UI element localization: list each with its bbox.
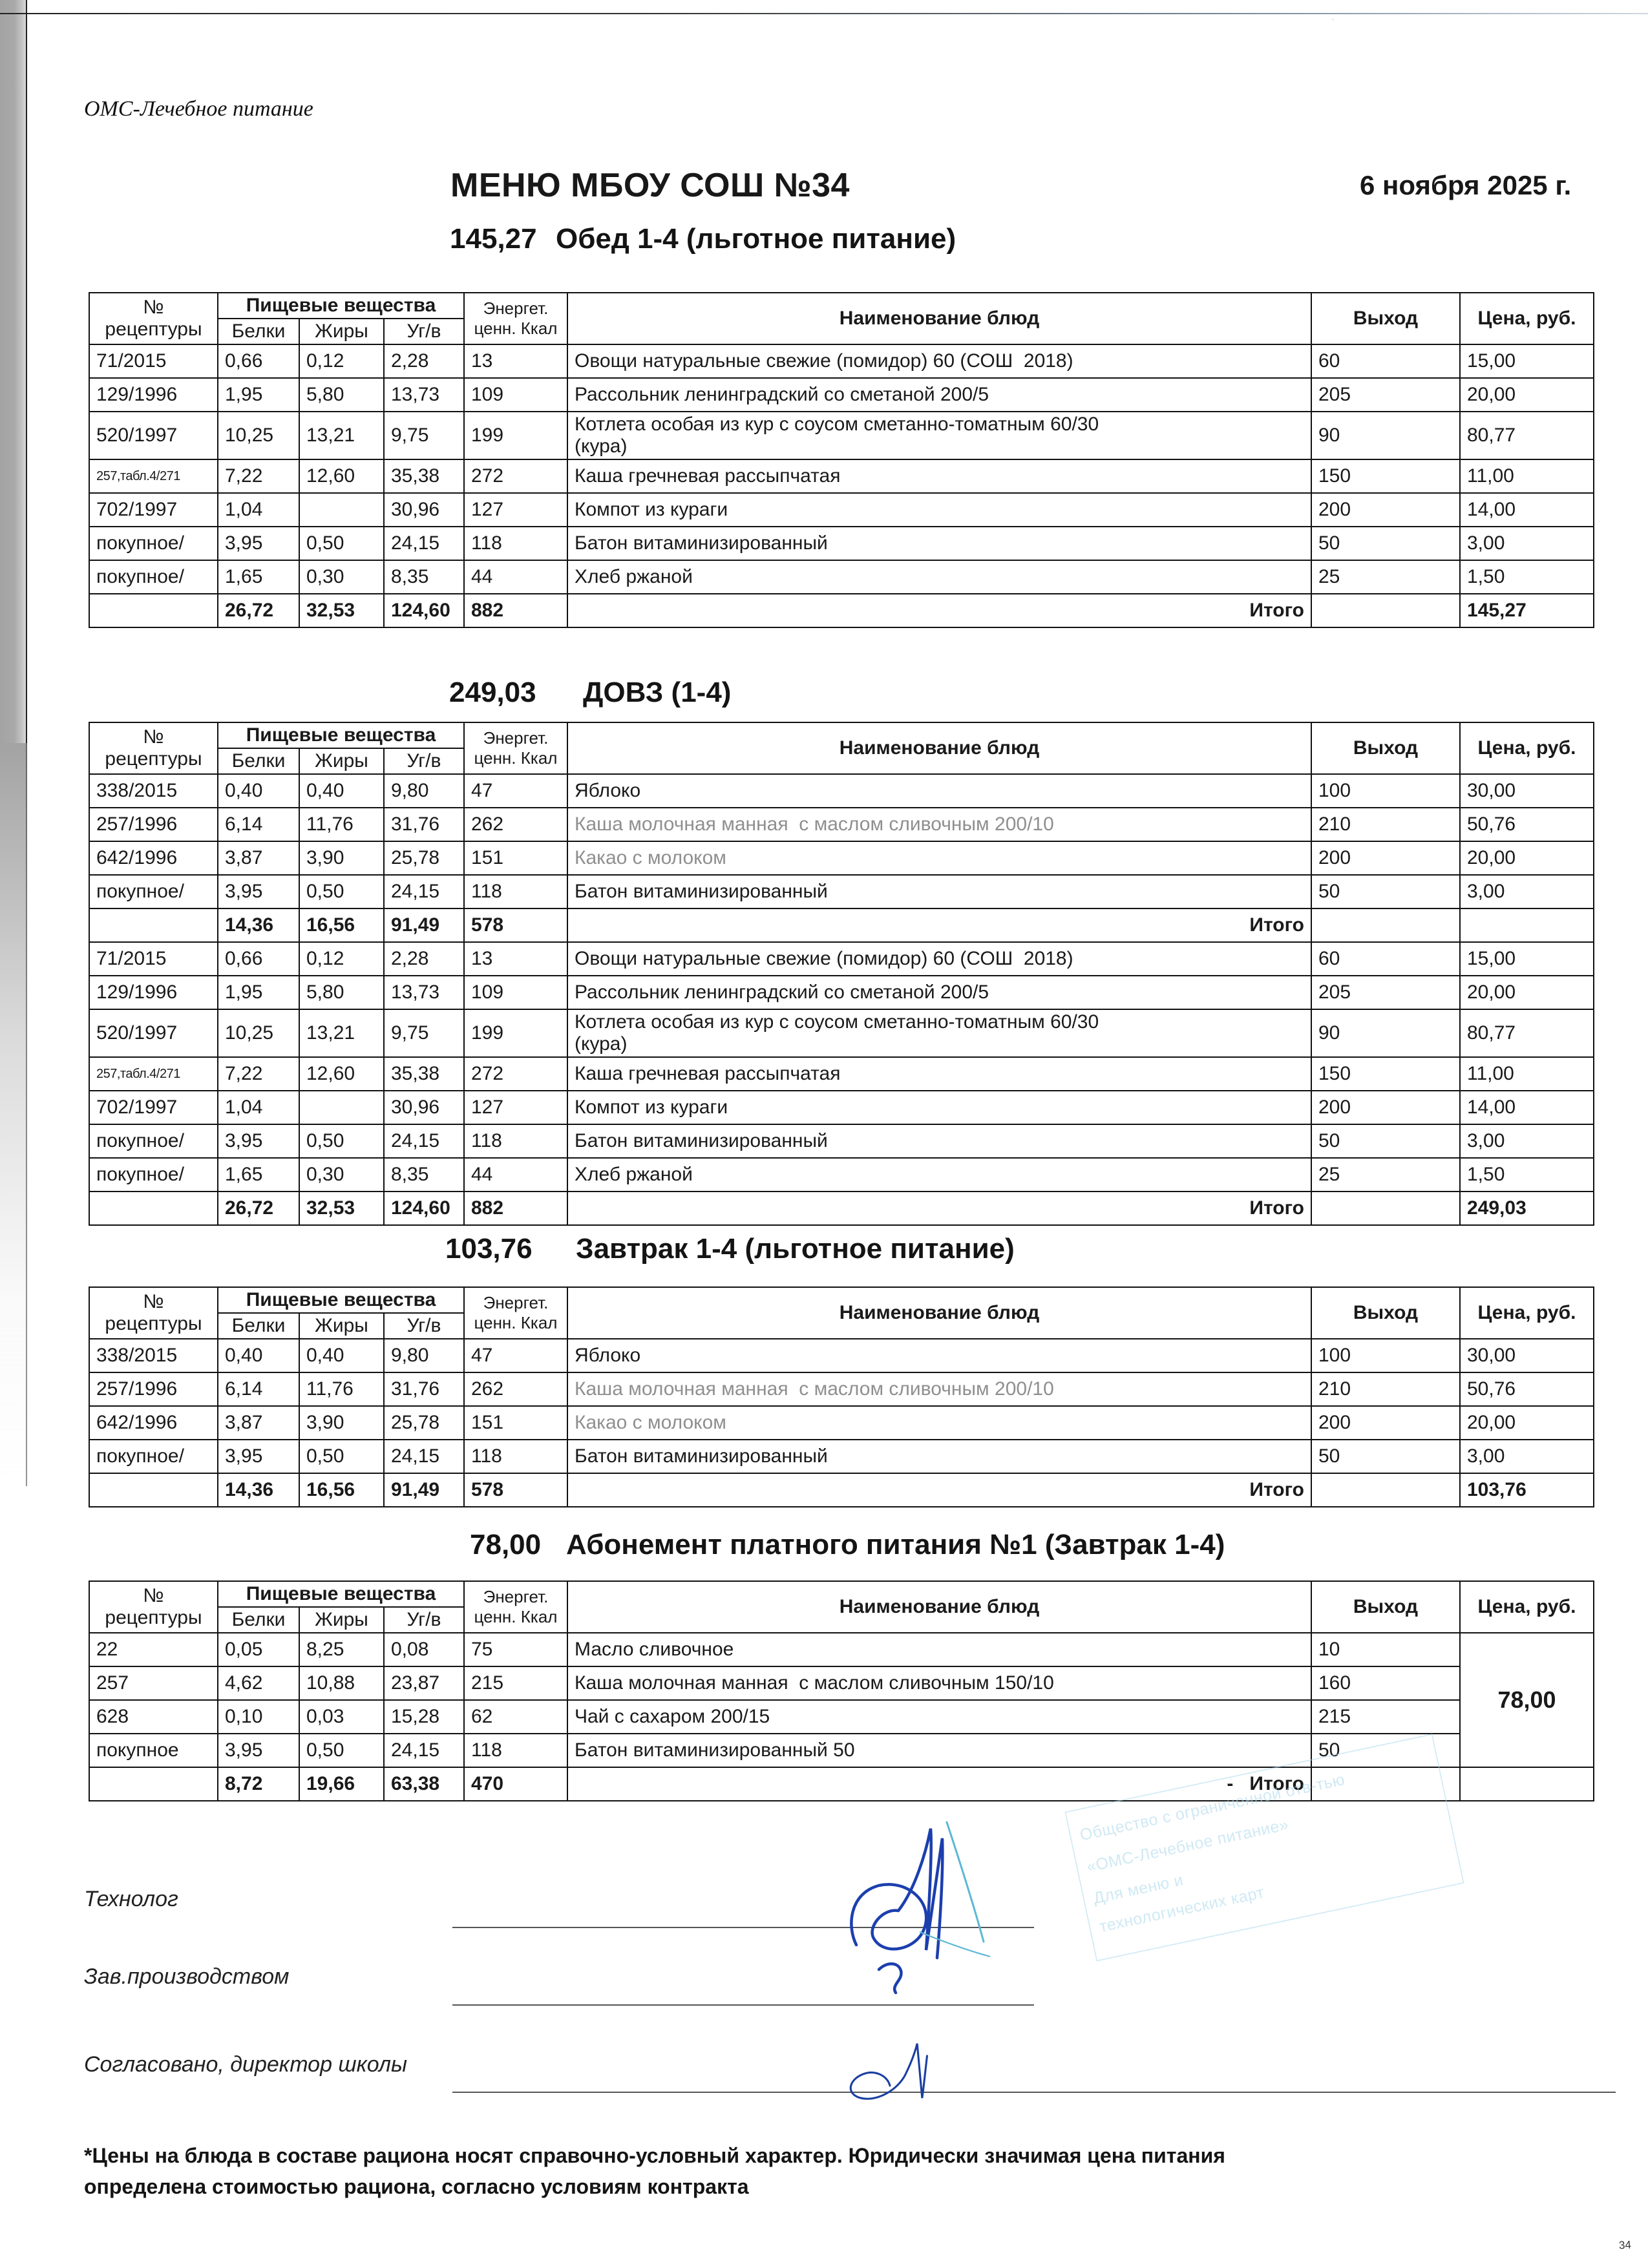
- svg-text:Для меню и: Для меню и: [1092, 1871, 1185, 1907]
